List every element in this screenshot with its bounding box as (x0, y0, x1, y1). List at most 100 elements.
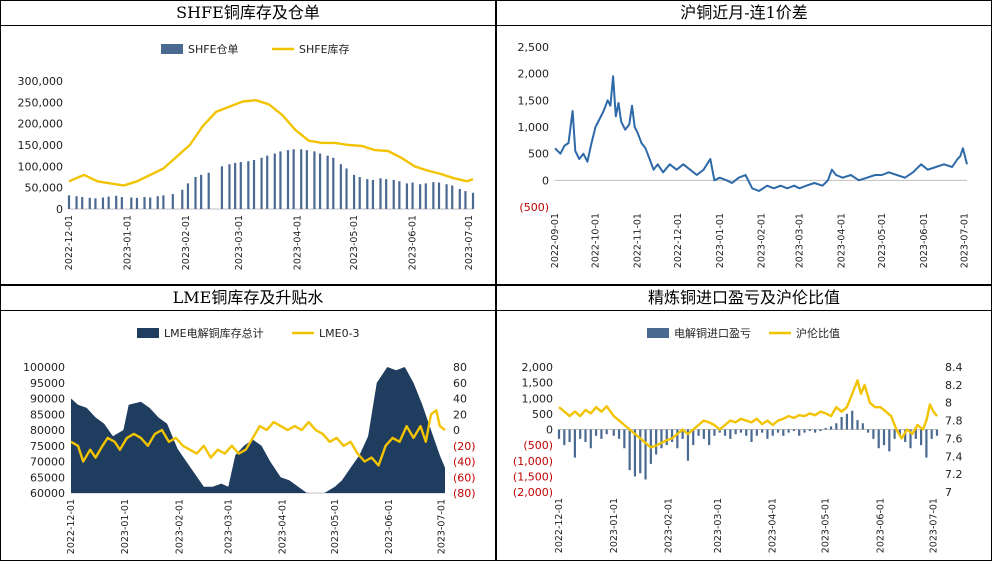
bar (920, 429, 923, 446)
bar (935, 429, 939, 436)
y-tick-label: 80000 (30, 424, 65, 437)
bar (207, 172, 210, 209)
bar (655, 429, 658, 455)
bar (107, 196, 110, 209)
bar (451, 185, 454, 209)
bar (819, 429, 822, 432)
y-tick-label: 65000 (30, 471, 65, 484)
bar (729, 429, 732, 439)
y-tick-label: 70000 (30, 456, 65, 469)
legend-swatch-bar (161, 44, 183, 54)
y2-tick-label: (40) (453, 456, 476, 469)
y2-tick-label: 8.4 (945, 361, 963, 374)
x-tick-label: 2023-02-01 (174, 499, 185, 554)
x-tick-label: 2023-01-01 (715, 213, 726, 268)
bar (181, 189, 184, 209)
legend-swatch-bar (647, 328, 669, 338)
y-tick-label: 75000 (30, 440, 65, 453)
y-tick-label: (2,000) (513, 486, 553, 499)
bar (471, 192, 475, 209)
bar (718, 429, 721, 433)
bar (130, 197, 133, 209)
bar (81, 197, 84, 209)
title-divider (497, 310, 991, 311)
bar (840, 417, 843, 430)
bar (798, 429, 801, 436)
x-tick-label: 2023-04-01 (768, 498, 779, 553)
x-tick-label: 2022-12-01 (554, 498, 565, 553)
bar (326, 155, 329, 209)
bar (115, 195, 118, 209)
x-tick-label: 2022-09-01 (550, 213, 561, 268)
bar (904, 429, 907, 442)
y2-tick-label: (80) (453, 487, 476, 500)
y-tick-label: (500) (519, 201, 549, 214)
x-tick-label: 2023-06-01 (875, 498, 886, 553)
bar (867, 429, 870, 433)
y-tick-label: 100000 (23, 361, 65, 374)
legend-label: SHFE库存 (299, 42, 350, 56)
bar (829, 426, 833, 430)
bar (94, 198, 97, 209)
legend-label: 电解铜进口盈亏 (674, 326, 751, 340)
bar (432, 182, 435, 209)
bar (75, 196, 78, 209)
x-tick-label: 2023-07-01 (437, 499, 448, 554)
y-tick-label: 250,000 (18, 96, 64, 109)
y-tick-label: (1,000) (513, 455, 553, 468)
y2-tick-label: 7 (945, 486, 952, 499)
bar (723, 429, 727, 436)
bar (419, 184, 422, 209)
bar (339, 164, 342, 209)
bar (171, 194, 174, 209)
x-tick-label: 2023-01-01 (120, 499, 131, 554)
bar (686, 429, 690, 461)
bar (814, 429, 817, 433)
bar (792, 429, 796, 432)
y-tick-label: 200,000 (18, 118, 64, 131)
bar (697, 429, 700, 436)
x-tick-label: 2023-05-01 (877, 213, 888, 268)
bar (665, 429, 668, 446)
y2-tick-label: 40 (453, 393, 467, 406)
y2-tick-label: (60) (453, 471, 476, 484)
y-tick-label: 0 (546, 424, 553, 437)
y-tick-label: 1,500 (518, 94, 550, 107)
bar (411, 182, 414, 209)
bar (228, 164, 231, 209)
bar (877, 429, 880, 449)
legend-label: SHFE仓单 (188, 42, 239, 56)
bar (143, 197, 146, 209)
bar (909, 429, 912, 449)
bar (681, 429, 684, 439)
line-series (68, 99, 474, 187)
bar (861, 423, 864, 430)
x-tick-label: 2023-06-01 (384, 499, 395, 554)
bar (882, 429, 886, 446)
y-tick-label: 60000 (30, 487, 65, 500)
bar (713, 429, 716, 436)
panel-title: LME铜库存及升贴水 (172, 288, 324, 307)
line-series (554, 75, 968, 192)
bar (194, 177, 197, 209)
bar (776, 429, 780, 433)
x-tick-label: 2022-10-01 (591, 213, 602, 268)
bar (925, 429, 928, 458)
bar (617, 429, 621, 439)
bar (464, 191, 467, 209)
bar (156, 196, 159, 209)
bar (120, 197, 123, 209)
bar (702, 429, 705, 439)
bar (366, 179, 369, 209)
bar (186, 183, 190, 209)
y-tick-label: 2,500 (518, 41, 550, 54)
bar (589, 429, 592, 449)
bar (313, 151, 316, 209)
bar (755, 429, 758, 436)
area-series (71, 367, 445, 493)
legend-swatch-bar (137, 328, 159, 338)
bar (835, 423, 838, 430)
bar (930, 429, 933, 439)
y-tick-label: 1,000 (518, 121, 550, 134)
y-tick-label: 90000 (30, 393, 65, 406)
